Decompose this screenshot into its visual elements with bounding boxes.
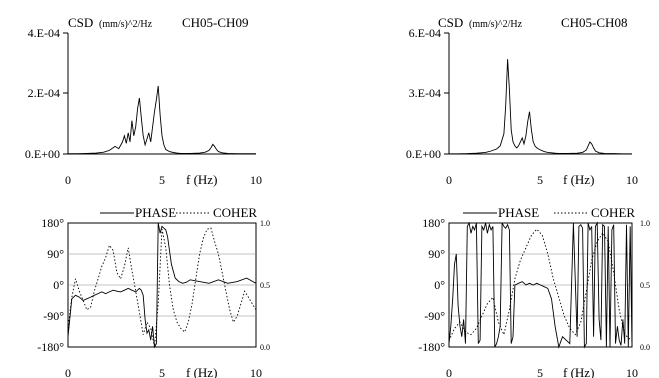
phase-xtick-label-left: 0 xyxy=(65,366,71,378)
coher-ytick-label-left: 0.0 xyxy=(260,343,270,352)
csd-ylabel-prefix-left: CSD xyxy=(68,15,93,30)
csd-series-line-left xyxy=(68,85,256,155)
csd-ytick-label-right: 0.E+00 xyxy=(406,147,441,161)
phase-ytick-label-right: 0° xyxy=(434,278,445,292)
csd-xtick-label-right: 5 xyxy=(537,173,543,187)
phase-xlabel-right: f (Hz) xyxy=(563,365,594,378)
coher-series-line-right xyxy=(448,228,633,342)
phase-xlabel-left: f (Hz) xyxy=(186,365,217,378)
csd-ytick-label-right: 6.E-04 xyxy=(409,26,441,40)
csd-panel-right: CSD (mm/s)^2/Hz CH05-CH08 6.E-04 3.E-04 … xyxy=(406,15,638,187)
phase-ytick-label-right: 90° xyxy=(428,247,445,261)
csd-channel-right: CH05-CH08 xyxy=(561,15,627,30)
legend-coher-label-left: COHER xyxy=(213,205,257,220)
phase-xtick-label-right: 10 xyxy=(626,366,638,378)
csd-xtick-label-right: 10 xyxy=(626,173,638,187)
csd-xlabel-left: f (Hz) xyxy=(186,172,217,187)
csd-ytick-label-right: 3.E-04 xyxy=(409,86,441,100)
csd-ylabel-units-right: (mm/s)^2/Hz xyxy=(469,19,523,30)
csd-xtick-label-right: 0 xyxy=(446,173,452,187)
phase-panel-right: PHASE COHER 180° 90° 0° -90° -180° 1.0 0… xyxy=(418,205,650,378)
phase-ytick-label-right: 180° xyxy=(422,216,445,230)
csd-ytick-label-left: 4.E-04 xyxy=(28,26,60,40)
legend-phase-label-left: PHASE xyxy=(135,205,176,220)
csd-ylabel-prefix-right: CSD xyxy=(438,15,463,30)
csd-ytick-label-left: 2.E-04 xyxy=(28,86,60,100)
phase-series-line-right xyxy=(448,221,633,349)
csd-xtick-label-left: 5 xyxy=(159,173,165,187)
csd-xlabel-right: f (Hz) xyxy=(563,172,594,187)
coher-ytick-label-left: 0.5 xyxy=(260,281,270,290)
coher-ytick-label-left: 1.0 xyxy=(260,219,270,228)
coher-series-line-left xyxy=(67,227,257,348)
csd-ylabel-units-left: (mm/s)^2/Hz xyxy=(99,19,153,30)
csd-ytick-label-left: 0.E+00 xyxy=(25,147,60,161)
csd-xtick-label-left: 10 xyxy=(250,173,262,187)
csd-channel-left: CH05-CH09 xyxy=(182,15,248,30)
phase-ytick-label-left: -90° xyxy=(43,309,64,323)
phase-ytick-label-left: -180° xyxy=(37,340,64,354)
phase-xtick-label-left: 5 xyxy=(159,366,165,378)
coher-ytick-label-right: 0.0 xyxy=(640,343,650,352)
phase-ytick-label-right: -90° xyxy=(424,309,445,323)
phase-xtick-label-right: 5 xyxy=(537,366,543,378)
phase-ytick-label-left: 90° xyxy=(47,247,64,261)
phase-ytick-label-right: -180° xyxy=(418,340,445,354)
phase-xtick-label-right: 0 xyxy=(446,366,452,378)
csd-xtick-label-left: 0 xyxy=(65,173,71,187)
phase-ytick-label-left: 0° xyxy=(53,278,64,292)
coher-ytick-label-right: 0.5 xyxy=(640,281,650,290)
phase-ytick-label-left: 180° xyxy=(41,216,64,230)
coher-ytick-label-right: 1.0 xyxy=(640,219,650,228)
phase-series-line-left xyxy=(67,222,257,349)
csd-panel-left: CSD (mm/s)^2/Hz CH05-CH09 4.E-04 2.E-04 … xyxy=(25,15,262,187)
phase-panel-left: PHASE COHER 180° 90° 0° -90° -180° 1.0 0… xyxy=(37,205,270,378)
phase-xtick-label-left: 10 xyxy=(250,366,262,378)
csd-series-line-right xyxy=(449,59,632,155)
legend-phase-label-right: PHASE xyxy=(498,205,539,220)
legend-coher-label-right: COHER xyxy=(591,205,635,220)
